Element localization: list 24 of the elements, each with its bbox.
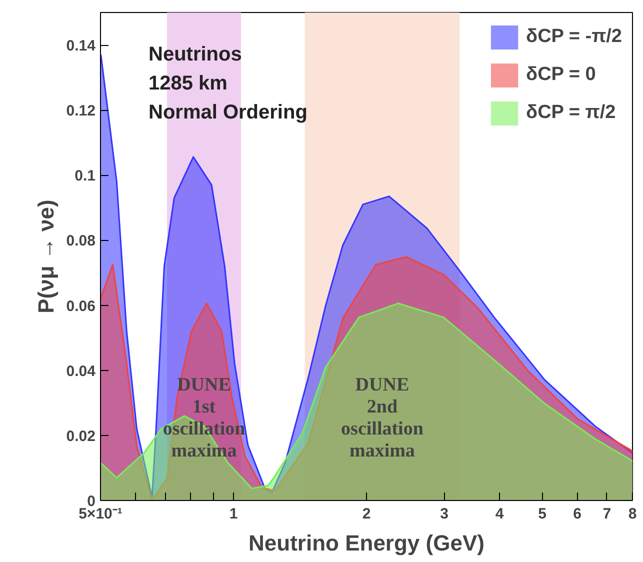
x-tick-label: 3 — [440, 506, 448, 522]
legend-label: δCP = π/2 — [526, 102, 616, 124]
x-tick-label: 1 — [229, 506, 238, 522]
legend-label: δCP = 0 — [526, 64, 596, 86]
y-tick-label: 0.08 — [66, 232, 96, 250]
y-axis-title: P(νμ → νe) — [33, 200, 58, 314]
y-tick-label: 0.12 — [66, 102, 96, 120]
y-tick-label: 0.06 — [66, 298, 96, 315]
annotation: Normal Ordering — [148, 102, 308, 124]
legend-label: δCP = -π/2 — [526, 26, 622, 48]
annotation: Neutrinos — [148, 44, 242, 66]
y-tick-label: 0.02 — [66, 428, 96, 445]
x-tick-label: 4 — [495, 506, 504, 522]
y-tick-label: 0.14 — [66, 38, 96, 55]
y-tick-label: 0.1 — [74, 168, 96, 185]
x-tick-label: 7 — [602, 506, 612, 522]
x-tick-label: 2 — [362, 506, 371, 522]
annotation: 1285 km — [148, 72, 228, 94]
y-tick-label: 0.04 — [66, 362, 96, 380]
x-tick-label: 6 — [573, 506, 582, 522]
x-tick-label: 5 — [538, 506, 546, 522]
band-label: DUNE 2nd oscillation maxima — [341, 374, 424, 462]
x-tick-label: 8 — [628, 506, 637, 522]
x-axis-title: Neutrino Energy (GeV) — [248, 530, 484, 556]
